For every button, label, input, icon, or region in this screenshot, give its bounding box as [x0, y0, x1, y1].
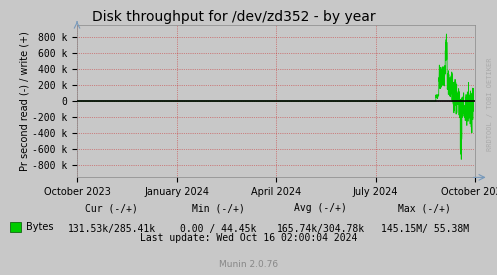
Text: Cur (-/+): Cur (-/+) — [85, 203, 138, 213]
Text: Munin 2.0.76: Munin 2.0.76 — [219, 260, 278, 269]
Text: 165.74k/304.78k: 165.74k/304.78k — [276, 224, 365, 234]
Text: Disk throughput for /dev/zd352 - by year: Disk throughput for /dev/zd352 - by year — [92, 10, 375, 24]
Text: Avg (-/+): Avg (-/+) — [294, 203, 347, 213]
Text: Bytes: Bytes — [26, 222, 53, 232]
Y-axis label: Pr second read (-) / write (+): Pr second read (-) / write (+) — [19, 31, 29, 171]
Text: 145.15M/ 55.38M: 145.15M/ 55.38M — [381, 224, 469, 234]
Text: Min (-/+): Min (-/+) — [192, 203, 245, 213]
Text: Last update: Wed Oct 16 02:00:04 2024: Last update: Wed Oct 16 02:00:04 2024 — [140, 233, 357, 243]
Text: RRDTOOL / TOBI OETIKER: RRDTOOL / TOBI OETIKER — [487, 58, 493, 151]
Text: Max (-/+): Max (-/+) — [399, 203, 451, 213]
Text: 131.53k/285.41k: 131.53k/285.41k — [68, 224, 156, 234]
Text: 0.00 / 44.45k: 0.00 / 44.45k — [180, 224, 257, 234]
